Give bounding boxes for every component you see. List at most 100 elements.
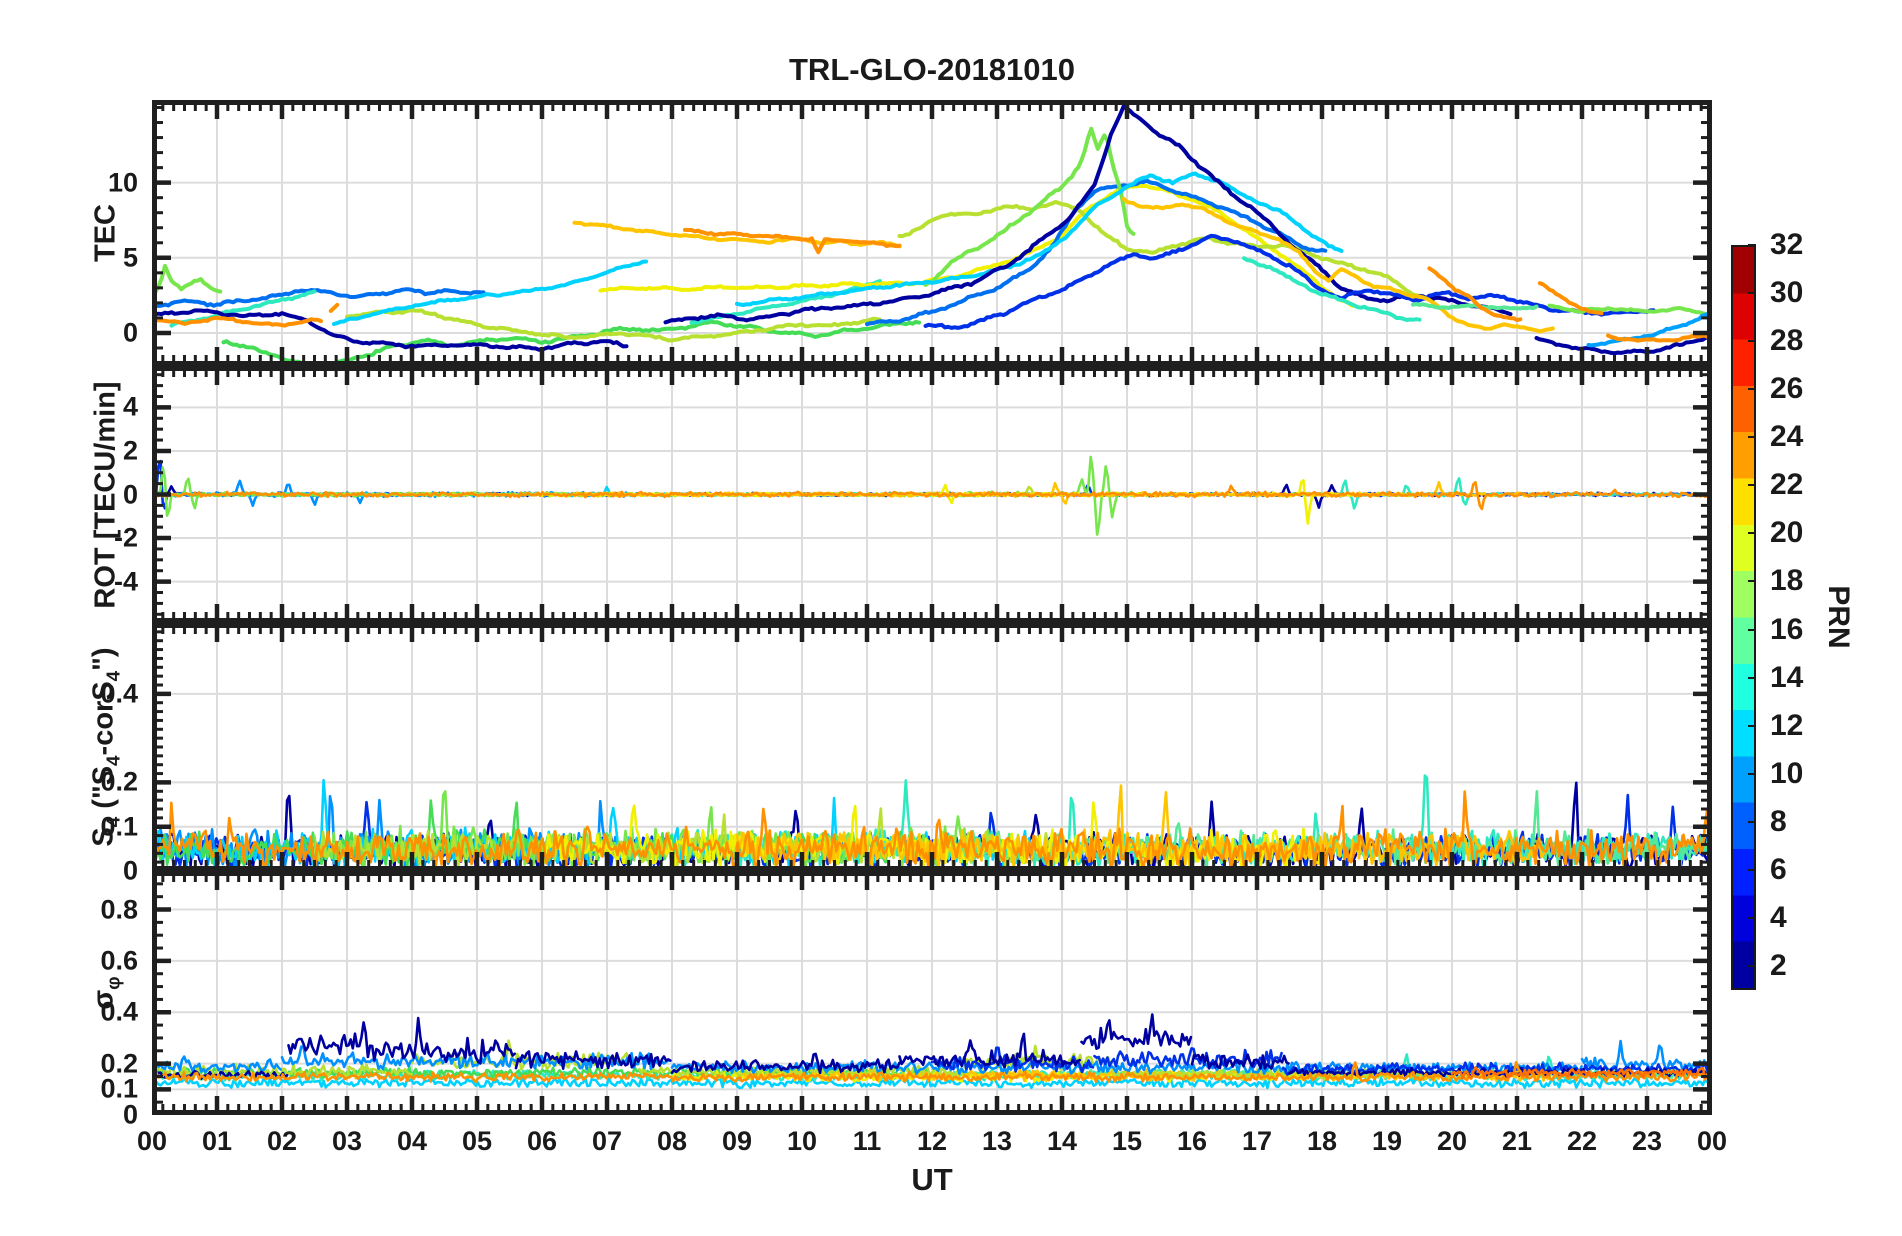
colorbar-label: PRN [1822,585,1855,649]
y-tick-label: -2 [113,522,138,553]
x-tick-label: 06 [526,1126,558,1156]
sigma-phi-series-prn-2 [514,1050,672,1070]
colorbar-tick [1748,484,1756,487]
x-tick-label: 04 [396,1126,428,1156]
colorbar-tick-label: 2 [1770,948,1787,982]
x-tick-label: 19 [1371,1126,1403,1156]
x-tick-label: 12 [916,1126,948,1156]
y-tick-label: 5 [122,242,138,273]
sigma-phi-series-prn-24 [152,1060,1712,1084]
colorbar-tick-label: 14 [1770,660,1804,694]
tec-series-prn-2 [1534,333,1712,356]
y-tick-label: 0.1 [100,811,138,842]
tec-series-prn-18 [897,199,1425,301]
x-tick-label: 11 [852,1126,882,1156]
colorbar-tick-label: 26 [1770,372,1804,406]
colorbar-tick [1748,580,1756,583]
x-tick-label: 00 [1696,1126,1728,1156]
tec-series-prn-7 [152,287,486,309]
rot-panel [152,366,1712,623]
colorbar-tick [1748,820,1756,823]
colorbar-tick-label: 28 [1770,324,1804,358]
sigma-phi-series-prn-2 [1080,1013,1193,1050]
colorbar-tick [1748,340,1756,343]
colorbar-tick [1748,436,1756,439]
sigma-phi-series-prn-12 [152,1076,1712,1090]
x-tick-label: 08 [656,1126,688,1156]
tec-series-prn-12 [735,171,1344,307]
colorbar-tick-label: 22 [1770,468,1804,502]
colorbar-tick [1748,532,1756,535]
sigma-phi-panel [152,871,1712,1115]
tec-series-prn-17 [923,126,1136,287]
y-tick-label: 0.2 [100,1048,138,1079]
x-tick-label: 02 [266,1126,298,1156]
y-tick-label: 0.2 [100,766,138,797]
x-tick-label: 21 [1501,1126,1533,1156]
tec-series-prn-24 [1427,266,1523,323]
sigma-phi-series-prn-26 [1450,1066,1712,1080]
tec-series-prn-16 [1411,301,1539,311]
y-tick-label: 0.6 [100,945,138,976]
x-tick-label: 09 [721,1126,753,1156]
colorbar-tick [1748,388,1756,391]
sigma-phi-series-group [152,1013,1712,1090]
sigma-phi-series-prn-2 [670,1052,901,1075]
x-tick-label: 05 [461,1126,493,1156]
x-axis-label: UT [911,1162,953,1197]
y-tick-label: 0 [122,479,138,509]
sigma-phi-series-prn-2 [1190,1053,1290,1070]
colorbar-tick [1748,244,1756,246]
x-tick-label: 01 [201,1126,233,1156]
panel-border [152,366,1712,623]
tec-series-prn-9 [1586,308,1712,348]
y-tick-label: 0 [122,855,138,886]
tec-panel [152,100,1712,366]
tec-series-prn-2 [152,308,629,352]
colorbar-tick [1748,772,1756,775]
sigma-phi-series-prn-4 [1093,1050,1141,1068]
tec-series-prn-24 [1537,281,1604,316]
colorbar-tick-label: 6 [1770,852,1787,886]
colorbar-tick-label: 20 [1770,516,1804,550]
colorbar-tick [1748,868,1756,871]
tec-series-prn-12 [332,259,648,326]
colorbar-tick-label: 30 [1770,276,1804,310]
y-tick-label: 0.4 [100,996,138,1027]
tec-series-prn-17 [1547,303,1708,316]
sigma-phi-series-prn-9 [1580,1039,1712,1073]
y-tick-label: -4 [113,566,138,597]
colorbar-tick [1748,676,1756,679]
tec-series-prn-24 [683,227,902,255]
colorbar-tick [1748,916,1756,919]
x-tick-label: 15 [1111,1126,1143,1156]
tec-series-prn-20 [598,183,1357,308]
tec-series-prn-24 [152,315,323,328]
x-tick-label: 22 [1566,1126,1598,1156]
colorbar-tick [1748,628,1756,631]
panel-border [152,871,1712,1115]
x-tick-label: 07 [591,1126,623,1156]
tec-axis-label: TEC [89,204,122,262]
y-tick-label: 0.4 [100,678,138,709]
colorbar-tick-label: 32 [1770,228,1804,261]
rot-series-prn-24 [152,481,1712,511]
colorbar-tick-label: 8 [1770,804,1787,838]
y-tick-label: 10 [107,167,138,198]
colorbar-tick-label: 16 [1770,612,1804,646]
sigma-phi-series-prn-2 [384,1016,516,1065]
tec-series-prn-4 [923,233,1656,330]
colorbar [1731,245,1756,990]
x-tick-label: 10 [786,1126,818,1156]
tec-series-prn-17 [152,263,223,300]
s4-series-prn-24 [152,790,1712,871]
y-tick-label: 0 [122,1099,138,1130]
y-tick-label: 0 [122,317,138,348]
sigma-phi-series-prn-2 [898,1032,1081,1069]
tec-series-prn-24 [328,302,340,313]
x-tick-label: 18 [1306,1126,1338,1156]
sigma-phi-series-prn-2 [287,1021,387,1062]
tec-series-prn-24 [1606,333,1712,343]
x-tick-label: 20 [1436,1126,1468,1156]
